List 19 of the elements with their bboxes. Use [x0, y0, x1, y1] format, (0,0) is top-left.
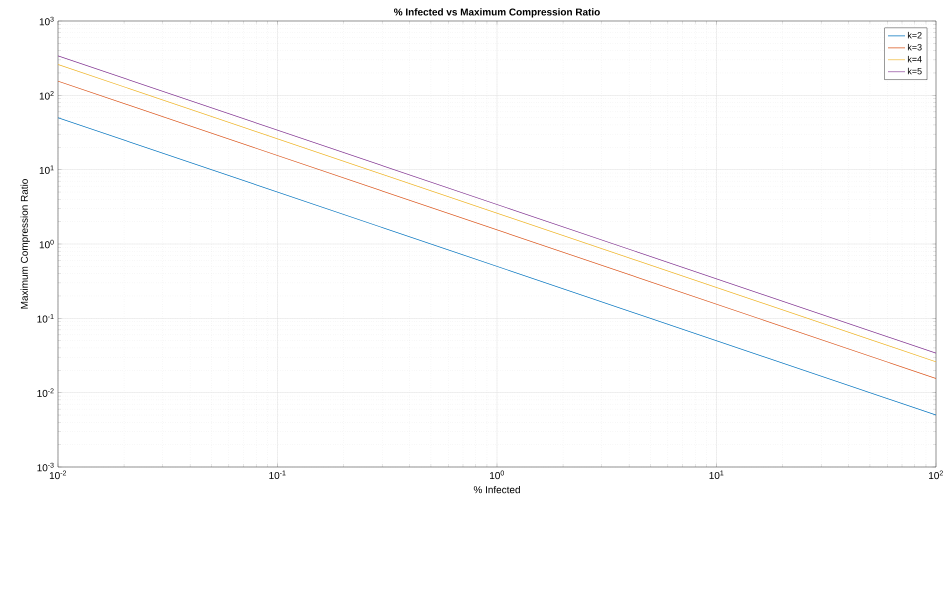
y-tick-label: 10$^{2}$	[40, 91, 54, 100]
legend-label: k=4	[908, 56, 922, 62]
chart-title: % Infected vs Maximum Compression Ratio	[394, 8, 600, 18]
legend-label: k=5	[908, 68, 922, 74]
y-tick-label: 10$^{-3}$	[37, 462, 54, 472]
y-axis-title: Maximum Compression Ratio	[20, 179, 30, 309]
y-tick-label: 10$^{-2}$	[37, 388, 54, 397]
x-tick-label: 10$^{2}$	[929, 470, 943, 480]
y-tick-label: 10$^{-1}$	[37, 314, 54, 323]
x-tick-label: 10$^{0}$	[490, 470, 504, 480]
x-tick-label: 10$^{-1}$	[269, 470, 286, 480]
legend-label: k=2	[908, 32, 922, 38]
x-axis-title: % Infected	[474, 486, 520, 494]
legend-label: k=3	[908, 44, 922, 50]
y-tick-label: 10$^{1}$	[40, 165, 54, 174]
y-tick-label: 10$^{0}$	[40, 240, 54, 248]
y-tick-label: 10$^{3}$	[40, 16, 54, 26]
x-tick-label: 10$^{1}$	[710, 470, 724, 480]
x-tick-label: 10$^{-2}$	[50, 470, 66, 480]
